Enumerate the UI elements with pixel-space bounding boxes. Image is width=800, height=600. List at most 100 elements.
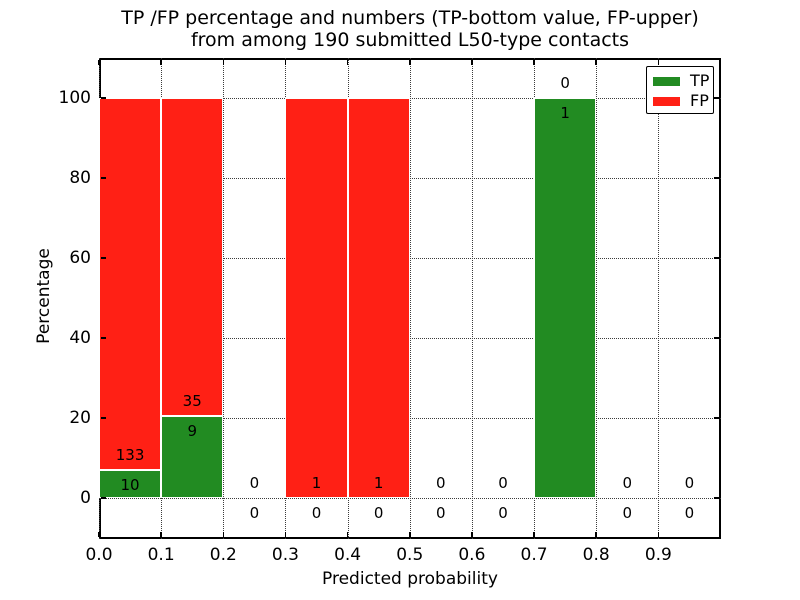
bar-segment-fp [99,98,162,471]
bar-segment-tp [99,470,162,498]
tp-count-label: 0 [311,504,322,522]
y-tick-mark [714,337,719,339]
chart-title: TP /FP percentage and numbers (TP-bottom… [99,7,721,51]
legend-label: TP [690,71,710,90]
x-tick-mark [160,60,162,65]
y-tick-mark [714,497,719,499]
legend-label: FP [690,91,709,110]
x-tick-mark [595,532,597,537]
grid-line-vertical [658,58,660,539]
x-tick-label: 0.9 [644,545,672,565]
y-tick-label: 100 [58,88,91,108]
x-tick-mark [409,60,411,65]
y-tick-mark [101,337,106,339]
grid-line-vertical [223,58,225,539]
tp-count-label: 0 [373,504,384,522]
y-tick-mark [714,97,719,99]
x-tick-mark [409,532,411,537]
x-tick-label: 0.8 [582,545,610,565]
grid-line-vertical [596,58,598,539]
fp-count-label: 133 [115,446,145,465]
y-tick-label: 20 [69,408,91,428]
legend-swatch-fp [653,96,680,106]
legend-entry-tp: TP [653,71,713,91]
tp-count-label: 0 [436,504,446,522]
x-tick-mark [346,532,349,537]
bar-segment-fp [347,98,410,498]
x-tick-mark [595,60,597,65]
tp-count-label: 1 [560,104,570,122]
legend-entry-fp: FP [653,91,713,111]
y-tick-mark [101,97,106,99]
y-tick-mark [101,257,106,259]
x-tick-mark [471,532,473,537]
plot-area: 133 10 35 9 0 0 1 0 1 0 0 0 0 0 0 1 0 0 0 0 [98,58,721,539]
bar-segment-tp [161,416,224,498]
grid-line-horizontal [99,178,721,179]
x-tick-mark [160,532,162,537]
fp-count-label: 0 [249,474,260,492]
x-tick-mark [284,60,287,65]
fp-count-label: 35 [182,392,202,411]
tp-count-label: 0 [249,504,260,522]
chart-title-line2: from among 190 submitted L50-type contac… [190,29,630,51]
x-tick-label: 0.6 [458,545,486,565]
y-tick-mark [101,417,106,419]
tp-count-label: 0 [684,504,695,522]
tp-count-label: 0 [498,504,508,522]
y-tick-mark [714,177,719,179]
fp-count-label: 0 [436,474,446,492]
y-tick-mark [101,177,106,179]
x-tick-label: 0.4 [334,545,362,565]
grid-line-horizontal [99,418,721,419]
x-tick-mark [222,60,225,65]
x-tick-mark [98,532,100,537]
y-tick-label: 80 [69,168,91,188]
y-tick-label: 0 [80,488,91,508]
x-tick-label: 0.2 [209,545,237,565]
y-tick-label: 40 [69,328,91,348]
x-tick-mark [346,60,349,65]
grid-line-vertical [409,58,411,539]
grid-line-horizontal [99,258,721,259]
y-tick-mark [714,417,719,419]
legend-swatch-tp [653,76,680,86]
tp-count-label: 0 [622,504,633,522]
x-tick-label: 0.0 [85,545,113,565]
tp-count-label: 10 [120,476,140,495]
x-tick-mark [284,532,287,537]
fp-count-label: 0 [560,74,570,92]
x-tick-mark [471,60,473,65]
chart-title-line1: TP /FP percentage and numbers (TP-bottom… [121,7,699,29]
x-tick-mark [533,60,535,65]
fp-count-label: 1 [373,474,384,492]
fp-count-label: 0 [684,474,695,492]
fp-count-label: 0 [498,474,508,492]
y-tick-label: 60 [69,248,91,268]
x-tick-mark [657,60,660,65]
x-axis-label: Predicted probability [322,569,498,589]
x-tick-mark [222,532,225,537]
bar-segment-tp [534,98,597,498]
right-spine [719,58,721,539]
grid-line-horizontal [99,338,721,339]
tp-count-label: 9 [187,422,197,441]
y-tick-mark [714,257,719,259]
bar-segment-fp [161,98,224,417]
y-tick-mark [101,497,106,499]
x-tick-label: 0.5 [396,545,424,565]
grid-line-vertical [471,58,473,539]
x-tick-label: 0.7 [520,545,548,565]
bar-segment-fp [285,98,348,498]
fp-count-label: 1 [311,474,322,492]
x-tick-mark [657,532,660,537]
x-tick-mark [533,532,535,537]
x-tick-label: 0.3 [271,545,299,565]
x-tick-label: 0.1 [147,545,175,565]
x-tick-mark [98,60,100,65]
fp-count-label: 0 [622,474,633,492]
legend: TP FP [646,66,714,114]
grid-line-horizontal [99,498,721,499]
grid-line-horizontal [99,98,721,99]
